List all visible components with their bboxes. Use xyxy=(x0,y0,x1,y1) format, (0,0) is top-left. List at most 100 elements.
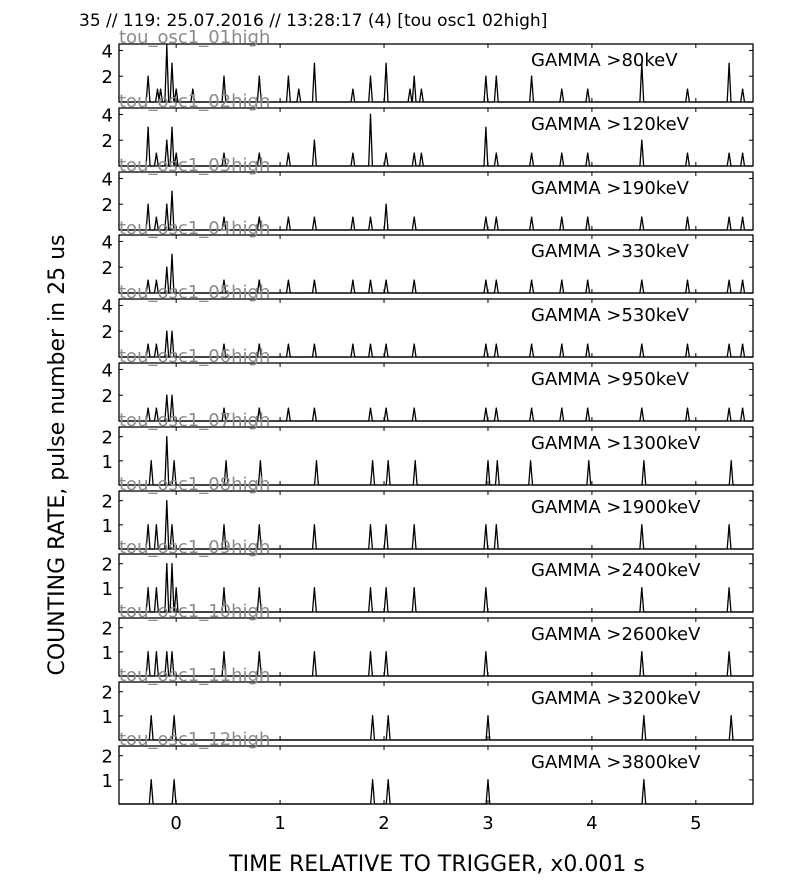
data-point xyxy=(223,651,225,653)
data-point xyxy=(728,587,730,589)
data-point xyxy=(414,460,416,462)
panel-9: 1 2 GAMMA >2400keV xyxy=(102,553,754,613)
data-point xyxy=(369,343,372,345)
threshold-label: GAMMA >2400keV xyxy=(531,560,701,581)
data-point xyxy=(313,343,315,345)
channel-label: tou_osc1_07high xyxy=(119,410,270,431)
data-point xyxy=(487,460,489,462)
data-point xyxy=(587,216,589,218)
data-point xyxy=(166,330,168,332)
data-point xyxy=(171,524,173,526)
threshold-label: GAMMA >3800keV xyxy=(531,752,701,773)
data-point xyxy=(173,460,175,462)
data-point xyxy=(369,279,372,281)
data-point xyxy=(223,524,225,526)
y-tick-label: 1 xyxy=(102,643,113,664)
data-point xyxy=(171,563,173,565)
data-point xyxy=(313,407,315,409)
data-point xyxy=(223,152,225,154)
data-point xyxy=(352,279,354,281)
panel-frame xyxy=(118,234,754,294)
y-tick-label: 2 xyxy=(102,492,113,513)
data-point xyxy=(372,779,374,781)
threshold-label: GAMMA >1900keV xyxy=(531,497,701,518)
panel-frame xyxy=(118,298,754,358)
data-point xyxy=(150,779,152,781)
data-point xyxy=(352,343,354,345)
data-point xyxy=(561,88,563,90)
data-point xyxy=(352,88,354,90)
data-point xyxy=(147,75,149,77)
data-point xyxy=(385,279,387,281)
data-point xyxy=(730,715,732,717)
data-point xyxy=(171,126,173,128)
data-point xyxy=(352,216,354,218)
y-tick-label: 1 xyxy=(102,707,113,728)
data-point xyxy=(531,75,533,77)
data-point xyxy=(643,715,645,717)
panel-7: 1 2 GAMMA >1300keV xyxy=(102,426,754,486)
channel-label: tou_osc1_09high xyxy=(119,537,270,558)
data-point xyxy=(641,216,643,218)
panel-10: 1 2 GAMMA >2600keV xyxy=(102,617,754,677)
data-point xyxy=(166,436,168,438)
data-point xyxy=(258,407,260,409)
data-point xyxy=(150,460,152,462)
panel-frame xyxy=(118,107,754,167)
data-point xyxy=(413,279,415,281)
panel-11: 1 2 GAMMA >3200keV xyxy=(102,681,754,741)
data-point xyxy=(561,279,563,281)
data-point xyxy=(173,779,175,781)
data-point xyxy=(495,152,497,154)
data-point xyxy=(742,343,744,345)
data-point xyxy=(150,715,152,717)
x-tick-label: 5 xyxy=(690,813,701,834)
data-point xyxy=(742,407,744,409)
data-point xyxy=(641,343,643,345)
data-point xyxy=(372,715,374,717)
y-axis-label: COUNTING RATE, pulse number in 25 us xyxy=(45,234,70,675)
data-point xyxy=(413,216,415,218)
data-point xyxy=(686,343,689,345)
data-point xyxy=(166,563,168,565)
data-point xyxy=(643,460,645,462)
data-point xyxy=(166,651,168,653)
data-point xyxy=(686,216,689,218)
data-point xyxy=(313,62,315,64)
data-point xyxy=(155,524,157,526)
data-point xyxy=(223,75,225,77)
data-point xyxy=(287,407,289,409)
data-point xyxy=(409,88,411,90)
channel-label: tou_osc1_10high xyxy=(119,601,270,622)
data-point xyxy=(728,62,730,64)
panel-12: 1 2 GAMMA >3800keV xyxy=(102,745,754,805)
data-point xyxy=(156,88,159,90)
data-point xyxy=(369,407,372,409)
data-point xyxy=(641,651,643,653)
x-tick-label: 1 xyxy=(274,813,285,834)
y-tick-label: 4 xyxy=(102,360,113,381)
panel-3: 2 4 GAMMA >190keV xyxy=(102,169,754,231)
data-point xyxy=(728,343,730,345)
data-point xyxy=(147,343,149,345)
channel-label: tou_osc1_12high xyxy=(119,729,270,750)
panel-2: 2 4 GAMMA >120keV xyxy=(102,105,754,167)
data-point xyxy=(531,407,533,409)
data-point xyxy=(385,524,387,526)
channel-label: tou_osc1_01high xyxy=(119,27,270,48)
data-point xyxy=(561,152,563,154)
data-point xyxy=(531,343,533,345)
data-point xyxy=(485,651,487,653)
data-point xyxy=(587,279,589,281)
data-point xyxy=(742,152,744,154)
data-point xyxy=(369,524,372,526)
data-point xyxy=(561,407,563,409)
data-point xyxy=(485,75,487,77)
panel-frame xyxy=(118,43,754,103)
data-point xyxy=(155,407,157,409)
panel-5: 2 4 GAMMA >530keV xyxy=(102,296,754,358)
y-tick-label: 4 xyxy=(102,105,113,126)
data-point xyxy=(495,524,497,526)
panels-group: 2 4 GAMMA >80keV 2 4 GAMMA >120keV 2 4 GAMMA >19… xyxy=(102,27,754,805)
data-point xyxy=(641,587,643,589)
